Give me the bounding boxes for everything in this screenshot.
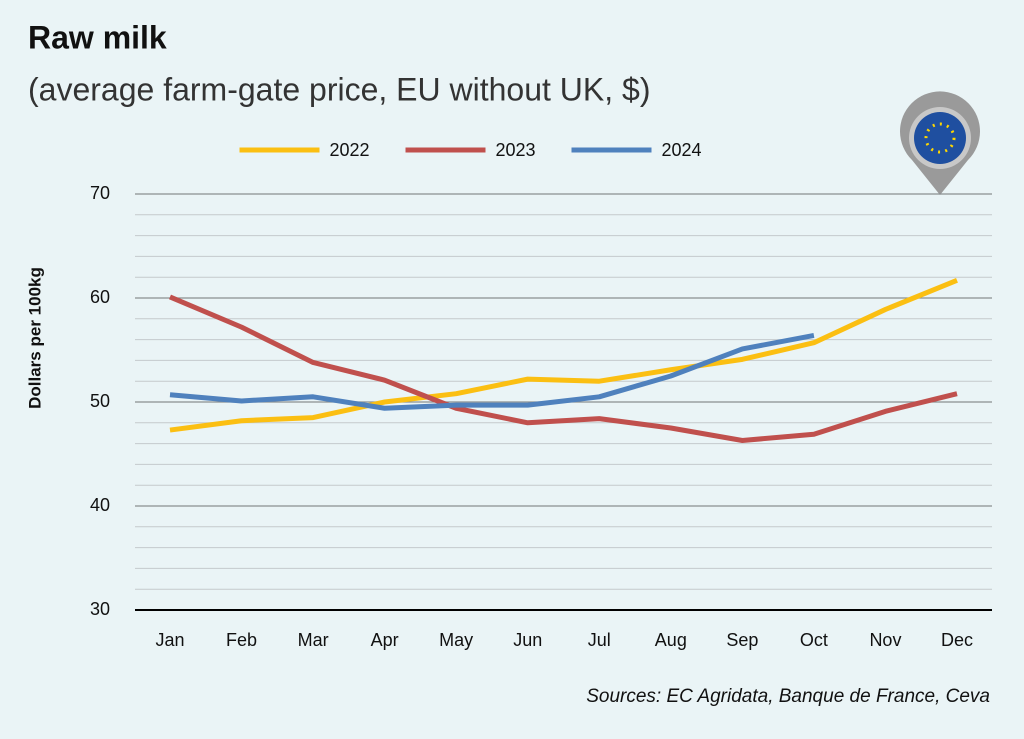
y-axis-label: Dollars per 100kg bbox=[25, 267, 44, 409]
x-tick-label: Feb bbox=[226, 630, 257, 650]
series-line bbox=[169, 278, 958, 433]
y-tick-label: 60 bbox=[90, 287, 110, 307]
x-tick-label: Jul bbox=[588, 630, 611, 650]
y-tick-label: 50 bbox=[90, 391, 110, 411]
series-line bbox=[169, 294, 958, 443]
legend-label: 2023 bbox=[496, 140, 536, 160]
x-tick-label: Dec bbox=[941, 630, 973, 650]
eu-pin-icon bbox=[899, 91, 980, 195]
x-tick-label: Jan bbox=[155, 630, 184, 650]
series-line bbox=[169, 332, 815, 411]
legend-label: 2022 bbox=[330, 140, 370, 160]
y-tick-label: 40 bbox=[90, 495, 110, 515]
y-tick-label: 70 bbox=[90, 183, 110, 203]
source: Sources: EC Agridata, Banque de France, … bbox=[586, 686, 990, 707]
x-tick-label: Jun bbox=[513, 630, 542, 650]
x-tick-label: Oct bbox=[800, 630, 828, 650]
x-tick-label: Nov bbox=[869, 630, 901, 650]
x-tick-label: Apr bbox=[371, 630, 399, 650]
y-tick-label: 30 bbox=[90, 599, 110, 619]
chart-title: Raw milk bbox=[28, 19, 167, 55]
x-tick-label: Sep bbox=[726, 630, 758, 650]
x-tick-label: Mar bbox=[298, 630, 329, 650]
chart-subtitle: (average farm-gate price, EU without UK,… bbox=[28, 71, 650, 107]
x-tick-label: May bbox=[439, 630, 473, 650]
x-tick-label: Aug bbox=[655, 630, 687, 650]
legend-label: 2024 bbox=[662, 140, 702, 160]
